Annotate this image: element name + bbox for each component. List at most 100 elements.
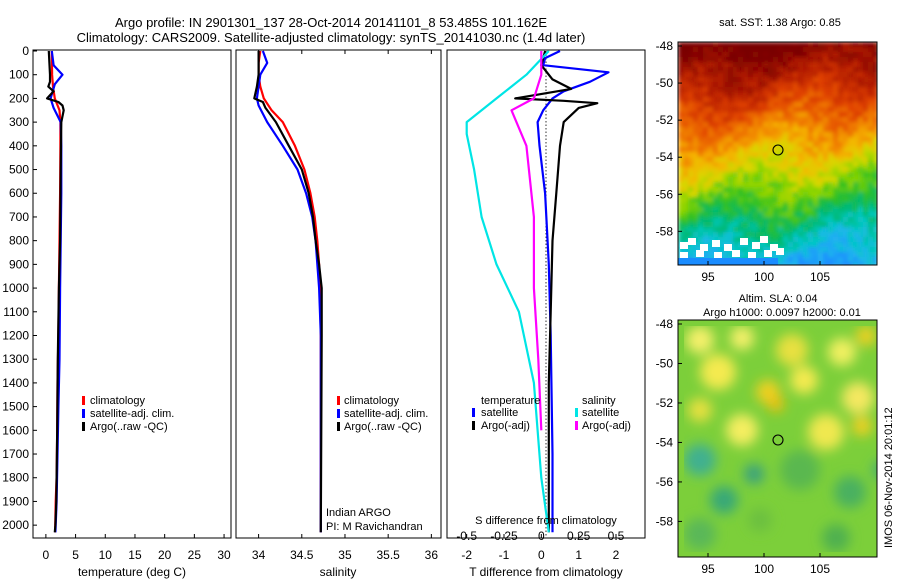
sst-cell <box>828 122 834 128</box>
sst-cell <box>763 227 769 233</box>
sst-cell <box>783 87 789 93</box>
sst-cell <box>868 162 874 168</box>
sst-missing-cell <box>680 242 688 249</box>
sst-cell <box>848 107 854 113</box>
legend-label-argo: Argo(..raw -QC) <box>90 421 168 433</box>
sst-cell <box>683 92 689 98</box>
sst-cell <box>693 117 699 123</box>
sst-cell <box>763 172 769 178</box>
sst-cell <box>678 47 684 53</box>
sst-cell <box>833 97 839 103</box>
sst-cell <box>848 77 854 83</box>
sst-cell <box>743 137 749 143</box>
sst-cell <box>778 197 784 203</box>
sst-cell <box>868 92 874 98</box>
sst-cell <box>753 197 759 203</box>
sst-cell <box>763 132 769 138</box>
sst-cell <box>738 217 744 223</box>
sst-cell <box>833 257 839 263</box>
sst-cell <box>803 102 809 108</box>
sst-cell <box>833 47 839 53</box>
sst-cell <box>713 162 719 168</box>
depth-tick-label: 700 <box>9 210 29 224</box>
salinity-tick-label: 35 <box>338 548 352 562</box>
sst-cell <box>718 107 724 113</box>
sst-cell <box>688 52 694 58</box>
sst-cell <box>823 67 829 73</box>
difference-tick-label: -1 <box>499 548 510 562</box>
sst-cell <box>868 232 874 238</box>
sst-cell <box>788 107 794 113</box>
sst-cell <box>803 157 809 163</box>
sst-cell <box>723 177 729 183</box>
sst-cell <box>708 57 714 63</box>
sst-cell <box>793 137 799 143</box>
sst-cell <box>773 207 779 213</box>
sst-cell <box>713 227 719 233</box>
sst-cell <box>793 127 799 133</box>
sst-cell <box>793 262 799 265</box>
sst-cell <box>843 172 849 178</box>
sst-cell <box>848 87 854 93</box>
sst-cell <box>753 137 759 143</box>
sst-cell <box>718 237 724 243</box>
sst-cell <box>778 212 784 218</box>
sst-cell <box>853 242 859 248</box>
sst-cell <box>848 117 854 123</box>
sst-cell <box>873 137 877 143</box>
sst-cell <box>693 92 699 98</box>
sst-cell <box>828 42 834 48</box>
sst-cell <box>783 97 789 103</box>
sst-cell <box>868 247 874 253</box>
sst-cell <box>723 97 729 103</box>
sst-cell <box>793 252 799 258</box>
sst-cell <box>763 152 769 158</box>
sst-cell <box>818 252 824 258</box>
sst-cell <box>738 122 744 128</box>
sst-cell <box>853 127 859 133</box>
sst-cell <box>773 62 779 68</box>
sst-cell <box>873 147 877 153</box>
sst-cell <box>698 167 704 173</box>
sst-cell <box>723 92 729 98</box>
sst-cell <box>863 177 869 183</box>
sst-cell <box>783 162 789 168</box>
sst-cell <box>703 197 709 203</box>
sst-cell <box>863 47 869 53</box>
sst-cell <box>768 117 774 123</box>
sst-cell <box>733 87 739 93</box>
sst-cell <box>678 232 684 238</box>
sst-cell <box>758 187 764 193</box>
sst-cell <box>678 162 684 168</box>
sst-cell <box>728 102 734 108</box>
sst-cell <box>743 132 749 138</box>
sst-cell <box>723 192 729 198</box>
sst-cell <box>743 47 749 53</box>
sst-cell <box>843 217 849 223</box>
sst-cell <box>788 172 794 178</box>
sst-cell <box>778 162 784 168</box>
sst-cell <box>808 257 814 263</box>
sst-cell <box>863 57 869 63</box>
sst-cell <box>858 137 864 143</box>
sst-cell <box>833 57 839 63</box>
sst-cell <box>708 177 714 183</box>
sst-cell <box>843 162 849 168</box>
sst-cell <box>733 177 739 183</box>
sst-cell <box>738 67 744 73</box>
sst-cell <box>708 147 714 153</box>
sst-cell <box>803 117 809 123</box>
sst-cell <box>793 182 799 188</box>
sst-cell <box>858 107 864 113</box>
sla-blob <box>834 476 866 508</box>
sst-cell <box>728 77 734 83</box>
sst-cell <box>813 217 819 223</box>
sst-cell <box>848 157 854 163</box>
sst-cell <box>728 222 734 228</box>
sst-cell <box>733 232 739 238</box>
sst-cell <box>873 232 877 238</box>
sst-cell <box>873 87 877 93</box>
sst-cell <box>868 67 874 73</box>
longitude-tick-label: 100 <box>754 562 774 576</box>
sst-cell <box>708 72 714 78</box>
